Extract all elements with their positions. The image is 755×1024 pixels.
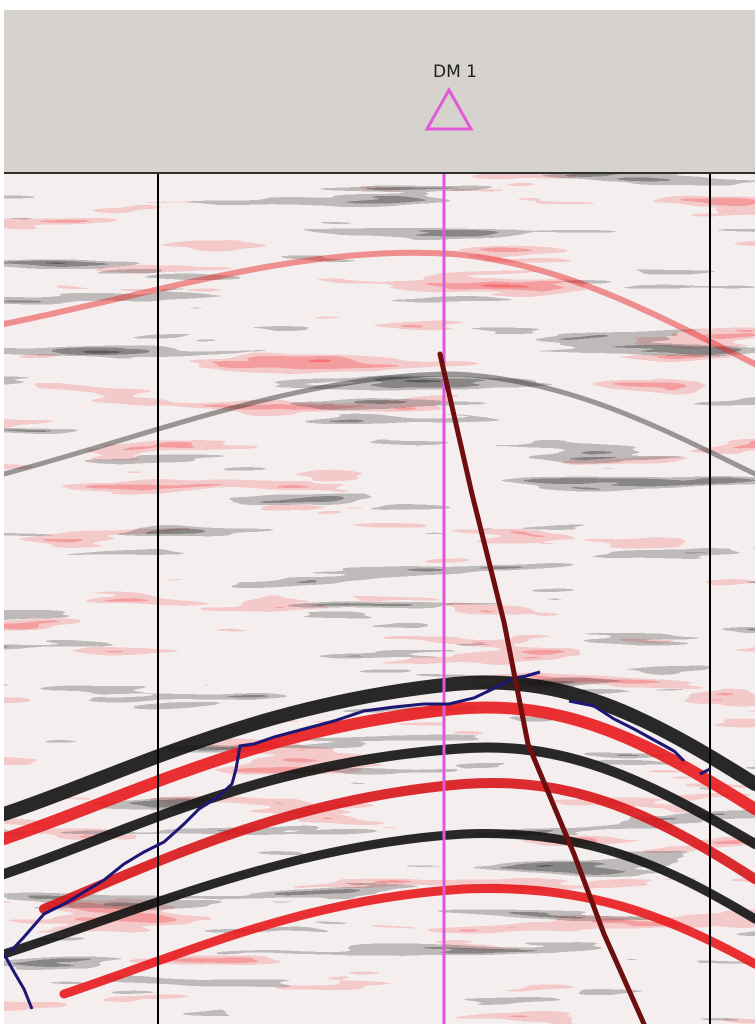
well-header-bar: DM 1 bbox=[4, 10, 755, 174]
fault-line bbox=[437, 351, 647, 1024]
seismic-section[interactable] bbox=[4, 174, 755, 1024]
well-label: DM 1 bbox=[433, 62, 477, 82]
triangle-icon[interactable] bbox=[423, 87, 475, 133]
horizon-line bbox=[4, 670, 711, 1010]
seismic-display bbox=[4, 174, 755, 1024]
